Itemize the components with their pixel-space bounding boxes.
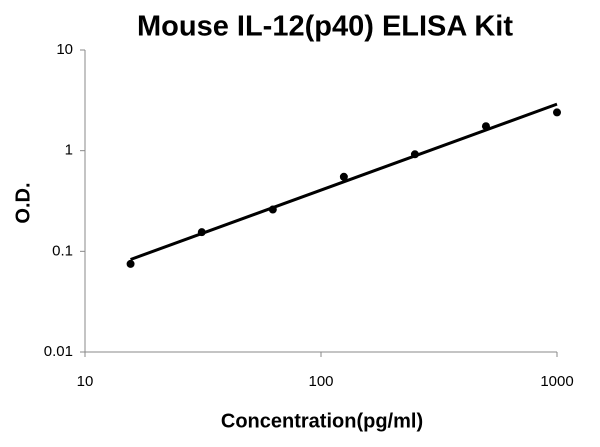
data-point [553,108,561,117]
trend-line [130,102,558,261]
data-point [126,259,135,268]
y-tick-label: 10 [56,41,73,58]
y-tick-label: 1 [65,142,73,159]
y-tick-label: 0.01 [44,343,73,360]
data-point [197,228,206,237]
data-point [339,172,348,181]
x-tick-label: 10 [77,373,94,390]
data-point [481,122,490,131]
y-tick-label: 0.1 [52,242,73,259]
x-tick-label: 100 [308,373,333,390]
x-tick-label: 1000 [540,373,573,390]
chart-title: Mouse IL-12(p40) ELISA Kit [137,11,513,43]
data-point [268,205,277,214]
x-axis-label: Concentration(pg/ml) [221,410,423,432]
y-axis-label: O.D. [12,182,34,223]
data-point [410,150,419,159]
